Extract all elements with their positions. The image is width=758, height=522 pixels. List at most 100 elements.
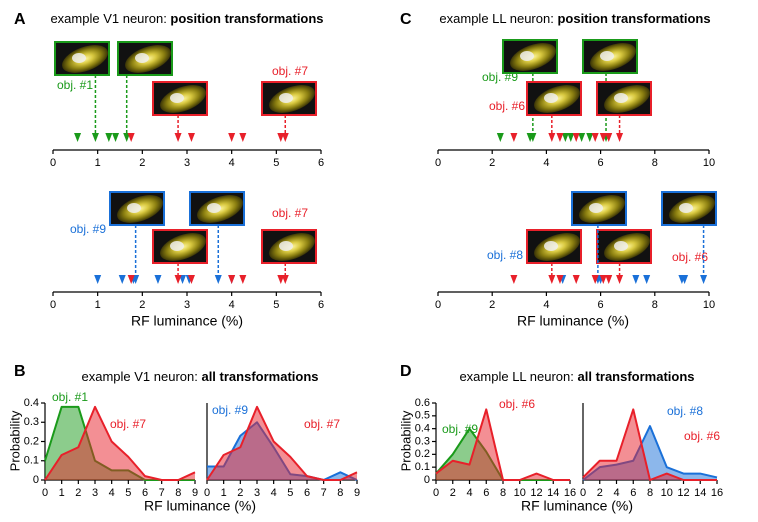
thumbnail-object xyxy=(614,93,628,103)
x-axis-label: RF luminance (%) xyxy=(517,313,629,329)
x-tick-label: 5 xyxy=(273,157,279,169)
series-label: obj. #8 xyxy=(667,404,703,418)
x-tick-label: 1 xyxy=(59,487,65,499)
area-fill xyxy=(45,406,195,480)
triangle-marker xyxy=(174,275,182,284)
thumbnail-object xyxy=(589,203,603,213)
y-tick-label: 0.3 xyxy=(415,435,430,447)
x-tick-label: 0 xyxy=(435,157,441,169)
series-label: obj. #6 xyxy=(489,99,525,113)
area-line xyxy=(435,408,570,481)
triangle-marker xyxy=(239,133,247,142)
x-tick-label: 2 xyxy=(489,157,495,169)
area-fill xyxy=(436,409,570,480)
x-tick-label: 4 xyxy=(109,487,115,499)
y-tick-label: 0.2 xyxy=(24,435,39,447)
x-tick-label: 4 xyxy=(229,157,235,169)
triangle-marker xyxy=(123,133,131,142)
series-label: obj. #7 xyxy=(272,64,308,78)
x-tick-label: 16 xyxy=(564,487,576,499)
series-label: obj. #9 xyxy=(212,403,248,417)
series-label: obj. #6 xyxy=(684,429,720,443)
triangle-marker xyxy=(548,275,556,284)
x-tick-label: 3 xyxy=(254,487,260,499)
triangle-marker xyxy=(591,275,599,284)
y-tick-label: 0.5 xyxy=(415,410,430,422)
x-tick-label: 2 xyxy=(139,157,145,169)
triangle-marker xyxy=(605,133,613,142)
triangle-marker xyxy=(74,133,82,142)
triangle-marker xyxy=(112,133,120,142)
series-label: obj. #7 xyxy=(304,417,340,431)
y-tick-label: 0.2 xyxy=(415,448,430,460)
x-tick-label: 14 xyxy=(547,487,559,499)
x-tick-label: 2 xyxy=(450,487,456,499)
x-tick-label: 10 xyxy=(703,157,715,169)
triangle-marker xyxy=(277,275,285,284)
y-tick-label: 0.4 xyxy=(24,397,39,409)
x-tick-label: 6 xyxy=(630,487,636,499)
x-axis-label: RF luminance (%) xyxy=(521,498,633,514)
title-bold: position transformations xyxy=(557,11,710,26)
thumbnail-object xyxy=(170,241,184,251)
triangle-marker xyxy=(548,133,556,142)
area-line xyxy=(206,405,358,481)
panel-label: B xyxy=(14,363,26,380)
triangle-marker xyxy=(228,133,236,142)
x-tick-label: 5 xyxy=(125,487,131,499)
title-text: example LL neuron: xyxy=(439,11,557,26)
triangle-marker xyxy=(154,275,162,284)
y-tick-label: 0.6 xyxy=(415,397,430,409)
triangle-marker xyxy=(281,133,289,142)
thumbnail-object xyxy=(279,93,293,103)
x-tick-label: 9 xyxy=(354,487,360,499)
chart-title: example LL neuron: all transformations xyxy=(459,369,694,384)
x-tick-label: 8 xyxy=(652,157,658,169)
triangle-marker xyxy=(127,275,135,284)
triangle-marker xyxy=(277,133,285,142)
triangle-marker xyxy=(105,133,113,142)
triangle-marker xyxy=(179,275,187,284)
x-tick-label: 2 xyxy=(489,299,495,311)
x-tick-label: 0 xyxy=(435,299,441,311)
x-tick-label: 8 xyxy=(175,487,181,499)
x-tick-label: 6 xyxy=(142,487,148,499)
x-tick-label: 7 xyxy=(321,487,327,499)
triangle-marker xyxy=(556,275,564,284)
x-tick-label: 6 xyxy=(598,299,604,311)
x-tick-label: 4 xyxy=(543,299,549,311)
series-label: obj. #8 xyxy=(487,248,523,262)
title-text: example V1 neuron: xyxy=(82,369,202,384)
thumbnail-object xyxy=(127,203,141,213)
triangle-marker xyxy=(700,275,708,284)
triangle-marker xyxy=(572,133,580,142)
thumbnail-object xyxy=(279,241,293,251)
series-label: obj. #6 xyxy=(672,250,708,264)
y-tick-label: 0 xyxy=(33,474,39,486)
x-tick-label: 5 xyxy=(273,299,279,311)
thumbnail-object xyxy=(544,93,558,103)
title-bold: position transformations xyxy=(170,11,323,26)
x-tick-label: 4 xyxy=(543,157,549,169)
triangle-marker xyxy=(681,275,689,284)
triangle-marker xyxy=(127,133,135,142)
panel-label: A xyxy=(14,11,26,28)
x-tick-label: 10 xyxy=(514,487,526,499)
title-bold: all transformations xyxy=(201,369,318,384)
series-label: obj. #1 xyxy=(57,78,93,92)
triangle-marker xyxy=(281,275,289,284)
x-tick-label: 0 xyxy=(42,487,48,499)
thumbnail-object xyxy=(679,203,693,213)
area-fill xyxy=(583,409,717,480)
triangle-marker xyxy=(567,133,575,142)
area-line xyxy=(582,408,717,481)
x-tick-label: 0 xyxy=(204,487,210,499)
x-tick-label: 7 xyxy=(159,487,165,499)
triangle-marker xyxy=(529,133,537,142)
panel-label: D xyxy=(400,363,412,380)
thumbnail-object xyxy=(600,51,614,61)
triangle-marker xyxy=(91,133,99,142)
triangle-marker xyxy=(632,275,640,284)
triangle-marker xyxy=(616,133,624,142)
x-tick-label: 4 xyxy=(466,487,472,499)
